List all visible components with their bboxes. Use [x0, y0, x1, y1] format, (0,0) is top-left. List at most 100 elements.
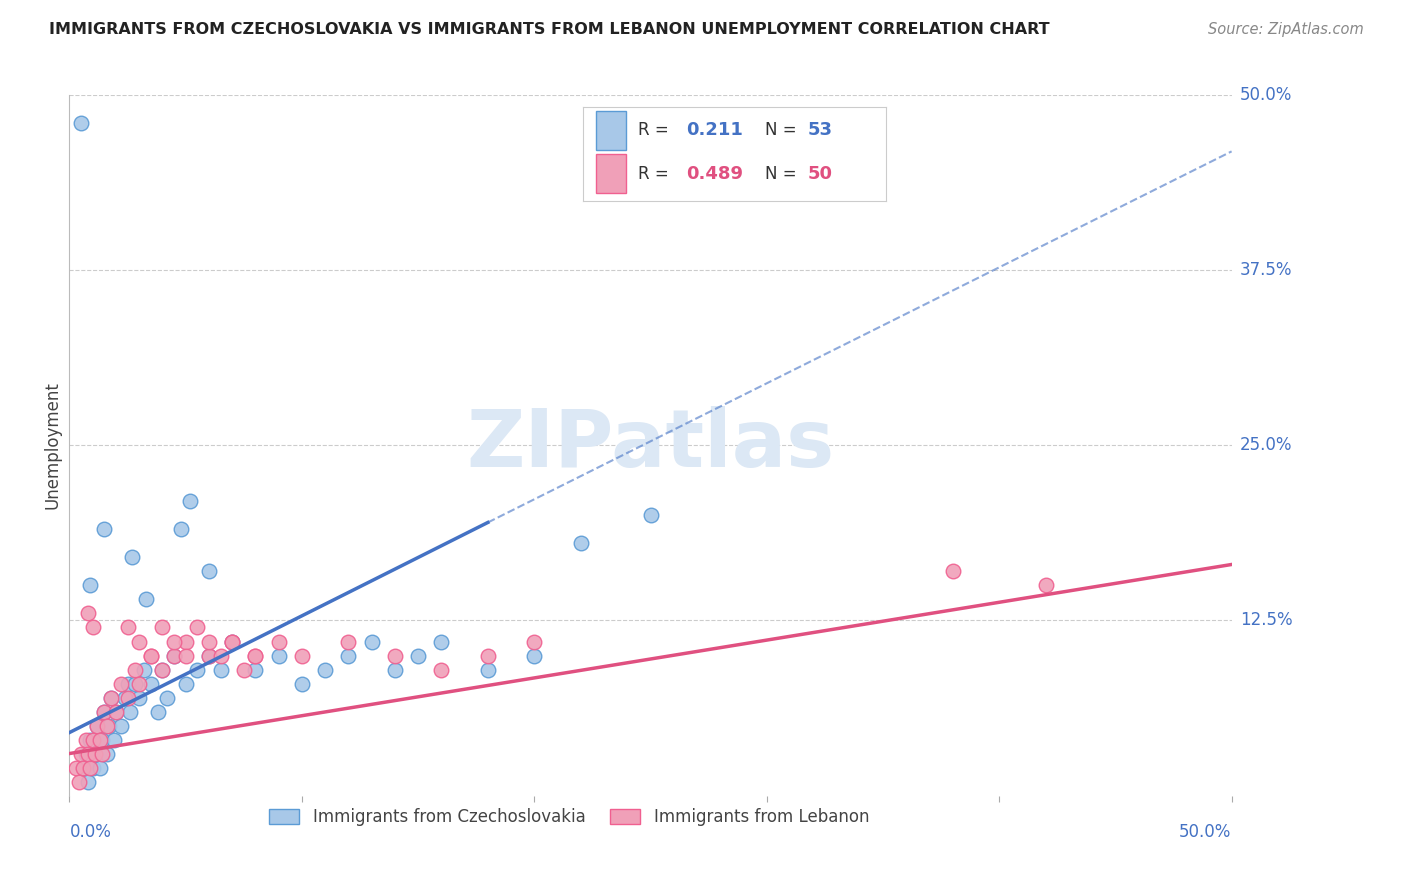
Point	[430, 634, 453, 648]
Point	[186, 620, 208, 634]
Point	[1035, 578, 1057, 592]
Text: IMMIGRANTS FROM CZECHOSLOVAKIA VS IMMIGRANTS FROM LEBANON UNEMPLOYMENT CORRELATI: IMMIGRANTS FROM CZECHOSLOVAKIA VS IMMIGR…	[49, 22, 1050, 37]
Point	[72, 760, 94, 774]
Text: 0.211: 0.211	[686, 121, 744, 139]
Point	[477, 663, 499, 677]
Point	[523, 648, 546, 663]
Point	[163, 648, 186, 663]
Point	[118, 705, 141, 719]
Point	[163, 634, 186, 648]
Point	[104, 705, 127, 719]
Point	[91, 747, 114, 761]
Point	[384, 648, 406, 663]
Point	[103, 732, 125, 747]
Point	[291, 676, 314, 690]
Point	[523, 634, 546, 648]
Point	[384, 663, 406, 677]
Point	[139, 648, 162, 663]
Point	[110, 676, 132, 690]
Point	[198, 634, 221, 648]
Point	[65, 760, 87, 774]
Point	[152, 620, 174, 634]
Point	[430, 663, 453, 677]
Point	[135, 592, 157, 607]
Point	[156, 690, 179, 705]
Point	[209, 663, 232, 677]
Point	[77, 747, 100, 761]
Text: ZIPatlas: ZIPatlas	[467, 407, 835, 484]
Point	[72, 760, 94, 774]
Text: N =: N =	[765, 166, 801, 184]
Point	[198, 648, 221, 663]
Text: 0.489: 0.489	[686, 166, 744, 184]
Point	[942, 565, 965, 579]
Point	[82, 760, 104, 774]
Text: 12.5%: 12.5%	[1240, 612, 1292, 630]
Point	[79, 732, 101, 747]
Text: N =: N =	[765, 121, 801, 139]
Point	[84, 747, 107, 761]
Point	[96, 718, 118, 732]
Point	[163, 648, 186, 663]
Point	[221, 634, 243, 648]
Point	[70, 747, 93, 761]
Point	[75, 747, 97, 761]
Y-axis label: Unemployment: Unemployment	[44, 382, 60, 509]
Point	[117, 690, 139, 705]
Point	[86, 718, 108, 732]
Point	[179, 494, 201, 508]
Point	[93, 523, 115, 537]
Point	[96, 747, 118, 761]
Point	[337, 634, 360, 648]
Point	[132, 663, 155, 677]
Text: Source: ZipAtlas.com: Source: ZipAtlas.com	[1208, 22, 1364, 37]
Point	[100, 690, 122, 705]
Point	[124, 676, 146, 690]
Point	[98, 718, 121, 732]
Point	[128, 634, 150, 648]
Point	[86, 718, 108, 732]
Point	[232, 663, 254, 677]
Point	[93, 705, 115, 719]
Point	[152, 663, 174, 677]
Point	[640, 508, 662, 523]
Point	[170, 523, 193, 537]
Point	[124, 663, 146, 677]
Point	[117, 676, 139, 690]
Point	[477, 648, 499, 663]
Point	[75, 732, 97, 747]
Point	[128, 690, 150, 705]
Point	[110, 718, 132, 732]
Point	[79, 578, 101, 592]
Point	[146, 705, 169, 719]
Point	[360, 634, 382, 648]
Text: 50: 50	[807, 166, 832, 184]
Text: 53: 53	[807, 121, 832, 139]
Point	[221, 634, 243, 648]
Point	[139, 676, 162, 690]
Point	[267, 648, 290, 663]
Point	[121, 550, 143, 565]
Text: R =: R =	[638, 166, 673, 184]
Point	[267, 634, 290, 648]
Point	[114, 690, 136, 705]
Point	[569, 536, 592, 550]
Point	[291, 648, 314, 663]
Bar	[596, 153, 626, 194]
Text: 25.0%: 25.0%	[1240, 436, 1292, 454]
Point	[337, 648, 360, 663]
Point	[314, 663, 336, 677]
Point	[139, 648, 162, 663]
Point	[93, 705, 115, 719]
Point	[245, 648, 267, 663]
Point	[84, 747, 107, 761]
Point	[245, 663, 267, 677]
Text: 0.0%: 0.0%	[69, 823, 111, 841]
Point	[128, 676, 150, 690]
Point	[89, 760, 111, 774]
Text: 37.5%: 37.5%	[1240, 261, 1292, 279]
Point	[77, 607, 100, 621]
Point	[100, 690, 122, 705]
Point	[91, 732, 114, 747]
Point	[77, 774, 100, 789]
